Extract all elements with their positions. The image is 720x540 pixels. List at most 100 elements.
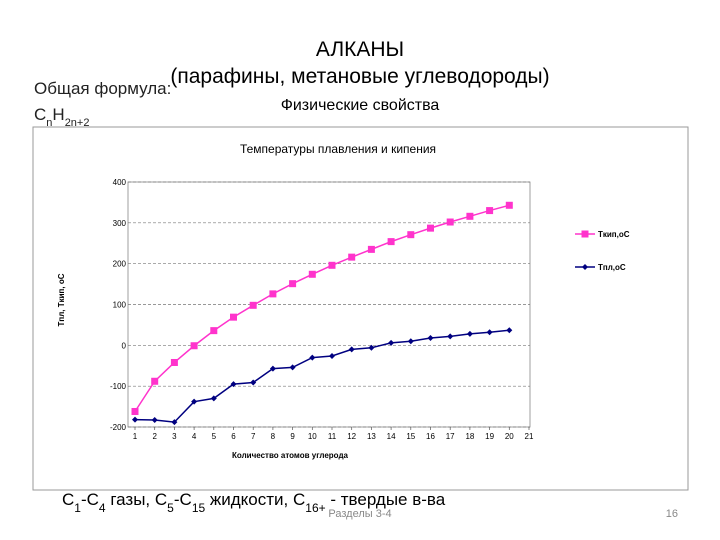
- y-axis-title: Tпл, Tкип, oC: [57, 273, 66, 326]
- data-point: [447, 333, 454, 340]
- x-tick-label: 7: [251, 432, 256, 441]
- data-point: [131, 407, 139, 415]
- data-point: [506, 327, 513, 334]
- x-tick-label: 12: [347, 432, 356, 441]
- data-point: [210, 327, 218, 335]
- page-number: 16: [666, 508, 678, 520]
- x-tick-label: 2: [152, 432, 157, 441]
- formula: CnH2n+2: [34, 105, 89, 129]
- data-point: [446, 218, 454, 226]
- data-point: [466, 330, 473, 337]
- subscript: 15: [192, 501, 206, 515]
- section-title: Физические свойства: [281, 97, 440, 114]
- subscript: 5: [167, 501, 174, 515]
- x-tick-label: 15: [406, 432, 415, 441]
- formula-label: Общая формула:: [34, 79, 171, 98]
- data-point: [171, 419, 178, 426]
- footer: Разделы 3-4: [328, 508, 391, 520]
- subscript: 4: [99, 501, 106, 515]
- y-tick-label: 200: [113, 260, 127, 269]
- data-point: [486, 329, 493, 336]
- data-point: [210, 395, 217, 402]
- legend-marker: [581, 230, 589, 238]
- data-point: [505, 201, 513, 209]
- x-tick-label: 9: [290, 432, 295, 441]
- legend-label: Tкип,oC: [598, 230, 630, 239]
- data-point: [348, 346, 355, 353]
- text-part: C: [34, 105, 46, 124]
- y-tick-label: 300: [113, 219, 127, 228]
- x-tick-label: 6: [231, 432, 236, 441]
- data-point: [289, 280, 297, 288]
- data-point: [407, 338, 414, 345]
- note: C1-C4 газы, C5-C15 жидкости, C16+ - твер…: [62, 490, 446, 515]
- x-tick-label: 20: [505, 432, 514, 441]
- x-tick-label: 10: [308, 432, 317, 441]
- x-tick-label: 16: [426, 432, 435, 441]
- data-point: [191, 398, 198, 405]
- data-point: [230, 313, 237, 321]
- data-point: [486, 207, 494, 215]
- data-point: [427, 224, 434, 232]
- data-point: [269, 365, 276, 372]
- y-tick-label: -200: [110, 423, 127, 432]
- data-point: [387, 238, 395, 246]
- y-tick-label: -100: [110, 382, 127, 391]
- data-point: [190, 342, 198, 350]
- data-point: [269, 290, 277, 298]
- x-tick-label: 21: [525, 432, 534, 441]
- data-point: [328, 261, 336, 269]
- text-part: -C: [174, 490, 192, 509]
- data-point: [151, 377, 159, 385]
- subscript: n: [46, 117, 52, 129]
- data-point: [427, 334, 434, 341]
- data-point: [289, 364, 296, 371]
- x-tick-label: 14: [387, 432, 396, 441]
- slide-subtitle: (парафины, метановые углеводороды): [170, 65, 549, 88]
- data-point: [249, 301, 257, 309]
- x-tick-label: 8: [271, 432, 276, 441]
- data-point: [367, 245, 375, 253]
- x-tick-label: 1: [133, 432, 138, 441]
- series-line: [134, 329, 510, 423]
- data-point: [368, 344, 375, 351]
- legend-marker: [582, 264, 588, 270]
- data-point: [170, 358, 178, 366]
- data-point: [308, 270, 316, 278]
- text-part: газы, C: [106, 490, 168, 509]
- data-point: [230, 381, 237, 388]
- x-tick-label: 18: [465, 432, 474, 441]
- data-point: [250, 379, 257, 386]
- x-tick-label: 3: [172, 432, 177, 441]
- subscript: 1: [74, 501, 81, 515]
- y-tick-label: 400: [113, 178, 127, 187]
- subscript: 16+: [305, 501, 325, 515]
- subscript: 2n+2: [65, 117, 90, 129]
- data-point: [132, 416, 138, 423]
- data-point: [466, 212, 474, 220]
- data-point: [348, 253, 356, 261]
- data-point: [407, 231, 415, 239]
- data-point: [151, 417, 158, 424]
- text-part: жидкости, C: [205, 490, 305, 509]
- data-point: [309, 354, 316, 361]
- slide-title: АЛКАНЫ: [316, 38, 404, 61]
- text-part: - твердые в-ва: [326, 490, 446, 509]
- y-tick-label: 100: [113, 301, 127, 310]
- x-tick-label: 4: [192, 432, 197, 441]
- x-tick-label: 5: [212, 432, 217, 441]
- data-point: [329, 352, 335, 359]
- y-tick-label: 0: [122, 341, 127, 350]
- chart: Температуры плавления и кипения -200 -100 0…: [57, 142, 630, 460]
- data-point: [388, 339, 395, 346]
- chart-title: Температуры плавления и кипения: [240, 142, 436, 156]
- x-tick-label: 17: [446, 432, 455, 441]
- text-part: -C: [81, 490, 99, 509]
- x-tick-label: 11: [328, 432, 337, 441]
- text-part: C: [62, 490, 74, 509]
- x-axis-title: Количество атомов углерода: [232, 451, 348, 460]
- x-tick-label: 19: [485, 432, 494, 441]
- text-part: H: [52, 105, 64, 124]
- legend-label: Tпл,oC: [598, 263, 626, 272]
